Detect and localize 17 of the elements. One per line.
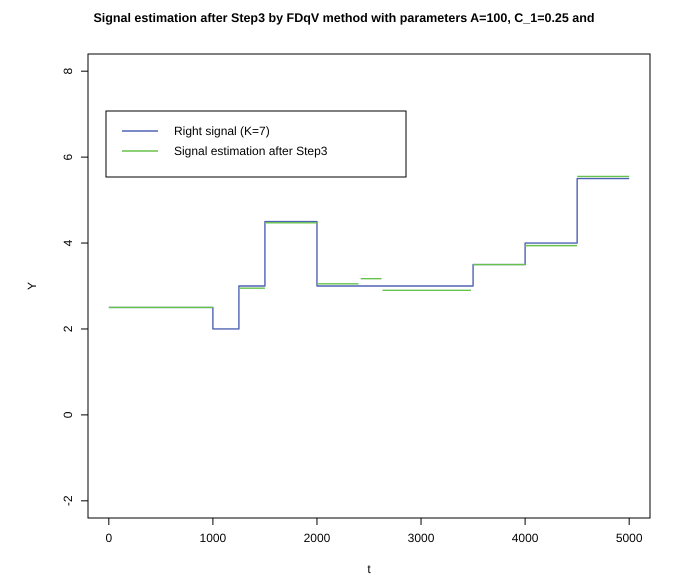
- x-tick-label: 4000: [512, 531, 539, 545]
- chart-title: Signal estimation after Step3 by FDqV method with parameters A=100, C_1=0.25 and: [93, 11, 595, 25]
- y-tick-label: -2: [61, 495, 75, 506]
- x-tick-label: 3000: [408, 531, 435, 545]
- legend-label: Signal estimation after Step3: [174, 144, 328, 158]
- y-axis-title: Y: [25, 282, 39, 290]
- y-tick-label: 8: [61, 68, 75, 75]
- x-tick-label: 0: [105, 531, 112, 545]
- x-axis-title: t: [367, 562, 372, 576]
- x-tick-label: 5000: [616, 531, 643, 545]
- legend-label: Right signal (K=7): [174, 124, 270, 138]
- y-tick-label: 4: [61, 239, 75, 246]
- x-tick-label: 2000: [304, 531, 331, 545]
- y-tick-label: 2: [61, 325, 75, 332]
- y-tick-label: 6: [61, 153, 75, 160]
- x-tick-label: 1000: [200, 531, 227, 545]
- y-tick-label: 0: [61, 411, 75, 418]
